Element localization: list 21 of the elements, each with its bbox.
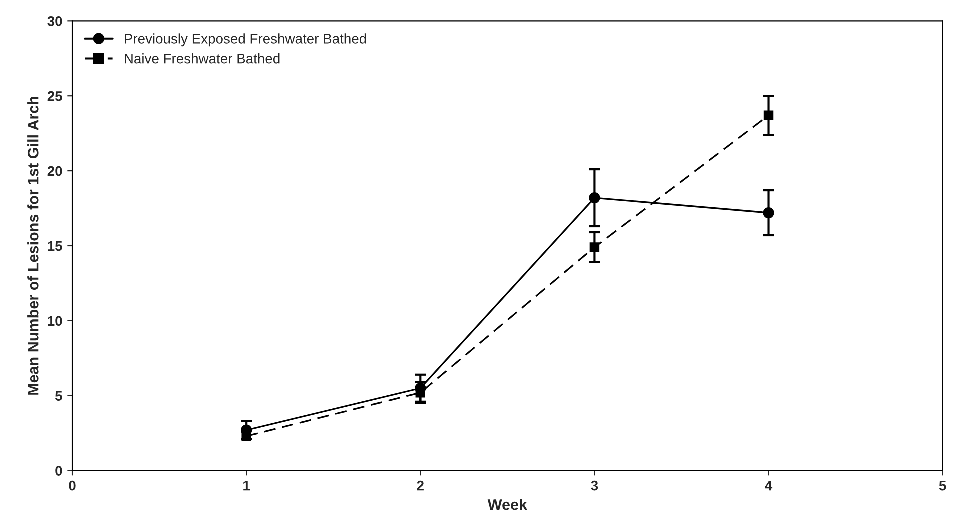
x-tick-label: 1 <box>244 481 250 491</box>
x-tick-label: 5 <box>939 481 946 491</box>
y-tick-label: 10 <box>48 316 62 326</box>
x-tick-label: 3 <box>591 480 598 491</box>
y-tick-label: 30 <box>48 16 62 26</box>
y-tick-label: 20 <box>48 166 62 176</box>
legend-label: Previously Exposed Freshwater Bathed <box>125 34 366 47</box>
x-axis-title: Week <box>488 499 528 510</box>
y-tick-label: 0 <box>56 466 62 476</box>
y-axis-title: Mean Number of Lesions for 1st Gill Arch <box>28 96 39 395</box>
y-tick-label: 15 <box>48 241 62 252</box>
y-tick-label: 25 <box>48 91 62 102</box>
point <box>590 242 600 252</box>
point <box>764 110 774 120</box>
x-tick-label: 2 <box>417 480 424 491</box>
x-tick-label: 0 <box>69 480 76 491</box>
point <box>763 207 774 219</box>
x-tick-label: 4 <box>765 481 773 491</box>
point <box>589 192 600 204</box>
y-tick-label: 5 <box>56 391 62 402</box>
legend-label: Naive Freshwater Bathed <box>125 54 280 64</box>
